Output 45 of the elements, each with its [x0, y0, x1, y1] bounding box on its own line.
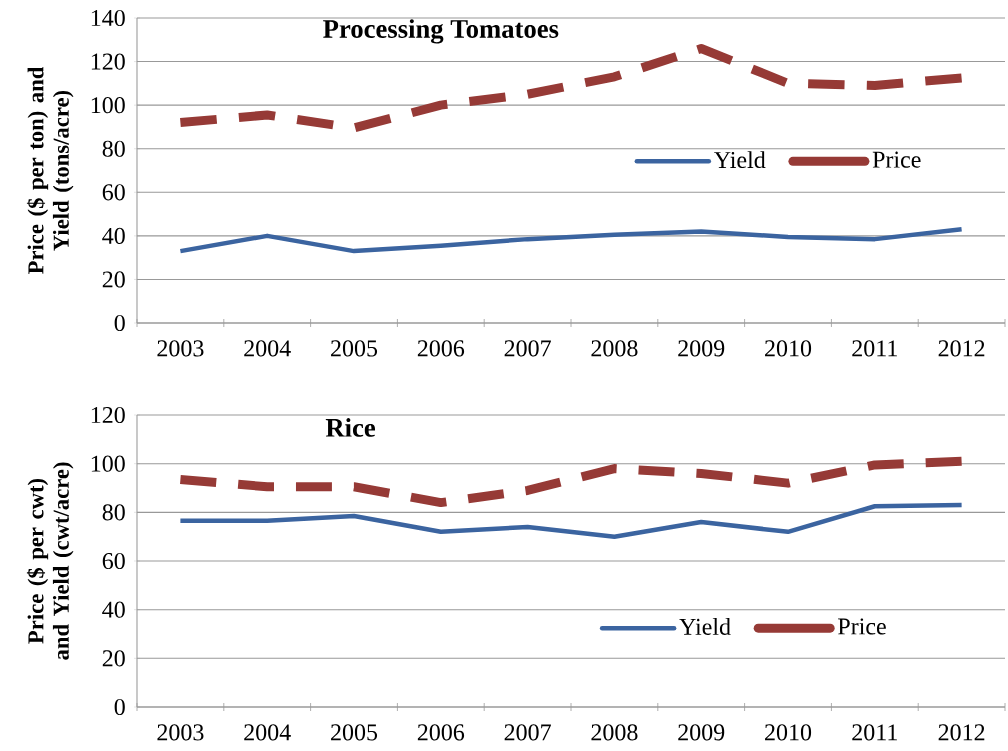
x-tick-label: 2008 — [591, 724, 638, 741]
x-tick-label: 2011 — [852, 340, 897, 357]
legend-label: Yield — [714, 151, 766, 169]
y-tick-label: 60 — [102, 184, 125, 201]
y-axis-title: Price ($ per ton) and Yield (tons/acre) — [26, 66, 74, 274]
x-tick-label: 2003 — [157, 724, 204, 741]
line-series — [178, 227, 964, 254]
x-tick-label: 2007 — [504, 340, 551, 357]
x-tick-label: 2010 — [765, 340, 812, 357]
x-tick-label: 2003 — [157, 340, 204, 357]
y-tick-label: 120 — [91, 406, 125, 424]
legend-label: Price — [838, 618, 886, 635]
x-tick-label: 2010 — [765, 724, 812, 741]
y-tick-label: 0 — [114, 314, 125, 332]
y-tick-label: 100 — [91, 455, 125, 472]
chart-title: Rice — [325, 418, 376, 437]
x-tick-label: 2012 — [938, 724, 985, 741]
y-tick-label: 120 — [91, 53, 125, 70]
legend-label: Yield — [679, 618, 731, 635]
x-tick-label: 2006 — [417, 340, 465, 357]
y-tick-label: 40 — [102, 227, 125, 244]
y-tick-label: 140 — [91, 9, 125, 27]
y-tick-label: 0 — [114, 698, 125, 716]
x-tick-label: 2007 — [504, 724, 551, 741]
chart-title: Processing Tomatoes — [323, 19, 559, 44]
y-tick-label: 100 — [91, 97, 125, 114]
line-series — [178, 502, 964, 539]
x-tick-label: 2011 — [852, 724, 897, 741]
x-tick-label: 2009 — [678, 340, 725, 357]
x-tick-label: 2004 — [244, 724, 291, 741]
x-tick-label: 2012 — [938, 340, 985, 357]
x-tick-label: 2009 — [678, 724, 725, 741]
x-tick-label: 2005 — [331, 724, 378, 741]
x-tick-label: 2006 — [417, 724, 465, 741]
x-tick-label: 2004 — [244, 340, 291, 357]
y-tick-label: 20 — [102, 650, 125, 667]
y-tick-label: 40 — [102, 601, 125, 618]
x-tick-label: 2008 — [591, 340, 638, 357]
y-tick-label: 20 — [102, 271, 125, 288]
y-tick-label: 80 — [102, 504, 125, 521]
y-tick-label: 80 — [102, 140, 125, 157]
legend-label: Price — [872, 151, 921, 168]
y-tick-label: 60 — [102, 552, 125, 570]
x-tick-label: 2005 — [331, 340, 378, 357]
y-axis-title: Price ($ per cwt) and Yield (cwt/acre) — [26, 462, 74, 660]
